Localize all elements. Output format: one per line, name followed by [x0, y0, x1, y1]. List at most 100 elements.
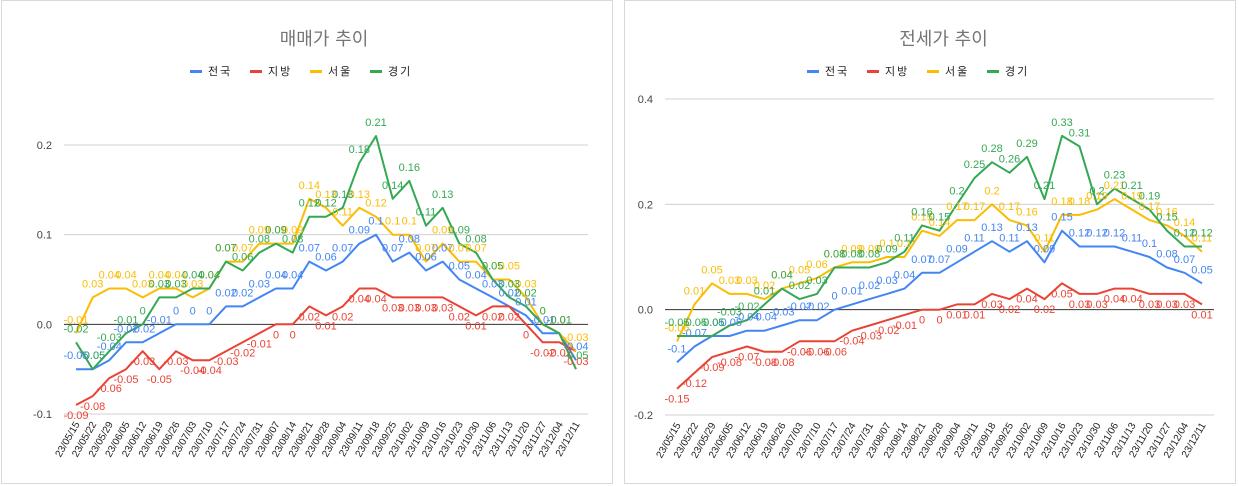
- data-label: -0.04: [97, 341, 122, 353]
- legend-item-1[interactable]: 지방: [250, 65, 292, 78]
- legend-item-2[interactable]: 서울: [310, 65, 352, 78]
- data-label: 0.04: [265, 269, 286, 281]
- y-tick-label: 0.0: [37, 319, 52, 331]
- sale-price-chart-panel: 매매가 추이 전국 지방 서울 경기 -0.1 0.0 0.1 0.2 23/05/15 23/05…: [1, 0, 613, 484]
- data-label: 0: [140, 305, 146, 317]
- data-label: -0.08: [769, 357, 794, 369]
- y-tick-label: 0.2: [37, 140, 52, 152]
- data-label: 0.02: [999, 304, 1020, 316]
- data-label: 0: [540, 305, 546, 317]
- data-label: 0.11: [416, 207, 437, 219]
- legend-label: 지방: [268, 65, 292, 78]
- data-label: -0.06: [822, 346, 847, 358]
- data-label: 0.02: [482, 311, 503, 323]
- data-label: 0.11: [964, 233, 985, 245]
- data-label: 0.09: [265, 225, 286, 237]
- legend-item-2[interactable]: 서울: [927, 65, 969, 78]
- data-label: -0.05: [699, 317, 724, 329]
- data-label: 0.09: [859, 243, 880, 255]
- data-label: 0.31: [1069, 127, 1090, 139]
- data-label: 0.04: [182, 269, 203, 281]
- data-label: 0.12: [299, 198, 320, 210]
- data-label: -0.03: [857, 330, 882, 342]
- data-label: 0.09: [946, 243, 967, 255]
- data-label: 0.09: [841, 243, 862, 255]
- data-label: -0.04: [563, 341, 588, 353]
- series-line-1[interactable]: [676, 282, 1203, 390]
- data-label: 0.15: [1156, 212, 1177, 224]
- data-label: 0.04: [465, 269, 486, 281]
- data-label: 0.01: [1191, 309, 1212, 321]
- data-label: -0.03: [717, 306, 742, 318]
- series-line-0[interactable]: [676, 229, 1203, 364]
- data-label: 0.1: [402, 216, 417, 228]
- data-label: 0.09: [249, 225, 270, 237]
- data-label: 0.05: [449, 261, 470, 273]
- legend-item-0[interactable]: 전국: [190, 65, 232, 78]
- data-label: 0.07: [929, 254, 950, 266]
- data-label: -0.05: [80, 350, 105, 362]
- legend-label: 서울: [328, 65, 352, 78]
- data-label: 0.03: [1139, 299, 1160, 311]
- data-label: 0.07: [215, 243, 236, 255]
- legend-item-3[interactable]: 경기: [370, 65, 412, 78]
- data-label: 0: [831, 291, 837, 303]
- data-label: 0.01: [964, 309, 985, 321]
- data-label: 0.08: [282, 234, 303, 246]
- data-label: 0.17: [946, 201, 967, 213]
- data-label: 0.13: [981, 222, 1002, 234]
- series-line-0[interactable]: [76, 233, 577, 371]
- data-label: 0.03: [981, 299, 1002, 311]
- data-label: -0.06: [787, 346, 812, 358]
- data-label: -0.02: [530, 347, 555, 359]
- data-label: 0.1: [1142, 238, 1157, 250]
- data-label: 0.06: [232, 252, 253, 264]
- legend-item-0[interactable]: 전국: [807, 65, 849, 78]
- data-label: 0.14: [382, 180, 403, 192]
- y-tick-label: 0.4: [638, 94, 653, 106]
- data-label: -0.01: [530, 314, 555, 326]
- data-label: 0.07: [215, 243, 236, 255]
- data-label: -0.02: [113, 323, 138, 335]
- data-label: -0.04: [839, 336, 864, 348]
- data-label: 0.02: [859, 280, 880, 292]
- data-label: 0.08: [249, 234, 270, 246]
- legend-item-3[interactable]: 경기: [987, 65, 1029, 78]
- data-label: 0.19: [1139, 191, 1160, 203]
- data-label: 0.07: [1174, 254, 1195, 266]
- legend-label: 전국: [208, 65, 232, 78]
- data-label: 0.07: [232, 243, 253, 255]
- data-label: 0.02: [332, 311, 353, 323]
- data-label: 0.19: [1086, 191, 1107, 203]
- data-label: -0.02: [804, 301, 829, 313]
- legend-swatch: [867, 70, 879, 73]
- data-label: 0: [273, 329, 279, 341]
- data-label: 0: [919, 315, 925, 327]
- data-label: 0.07: [382, 243, 403, 255]
- data-label: -0.12: [682, 378, 707, 390]
- data-label: 0.03: [132, 278, 153, 290]
- data-label: 0.09: [876, 243, 897, 255]
- data-label: 0.03: [399, 302, 420, 314]
- series-line-2[interactable]: [676, 198, 1203, 342]
- data-label: 0.03: [432, 302, 453, 314]
- data-label: -0.01: [547, 314, 572, 326]
- data-label: 0.01: [465, 320, 486, 332]
- data-label: 0.01: [315, 320, 336, 332]
- data-label: 0.33: [1051, 117, 1072, 129]
- data-label: 0.13: [332, 189, 353, 201]
- series-line-3[interactable]: [677, 134, 1202, 337]
- data-label: 0.03: [482, 278, 503, 290]
- series-line-1[interactable]: [75, 287, 577, 406]
- series-line-3[interactable]: [75, 135, 577, 371]
- data-label: 0.17: [1139, 201, 1160, 213]
- data-label: 0.01: [754, 285, 775, 297]
- data-label: 0.09: [1034, 243, 1055, 255]
- data-label: 0.05: [482, 261, 503, 273]
- data-label: 0.07: [432, 243, 453, 255]
- data-label: -0.01: [892, 320, 917, 332]
- legend-item-1[interactable]: 지방: [867, 65, 909, 78]
- legend-swatch: [807, 70, 819, 73]
- data-label: -0.05: [664, 317, 689, 329]
- data-label: -0.04: [734, 312, 759, 324]
